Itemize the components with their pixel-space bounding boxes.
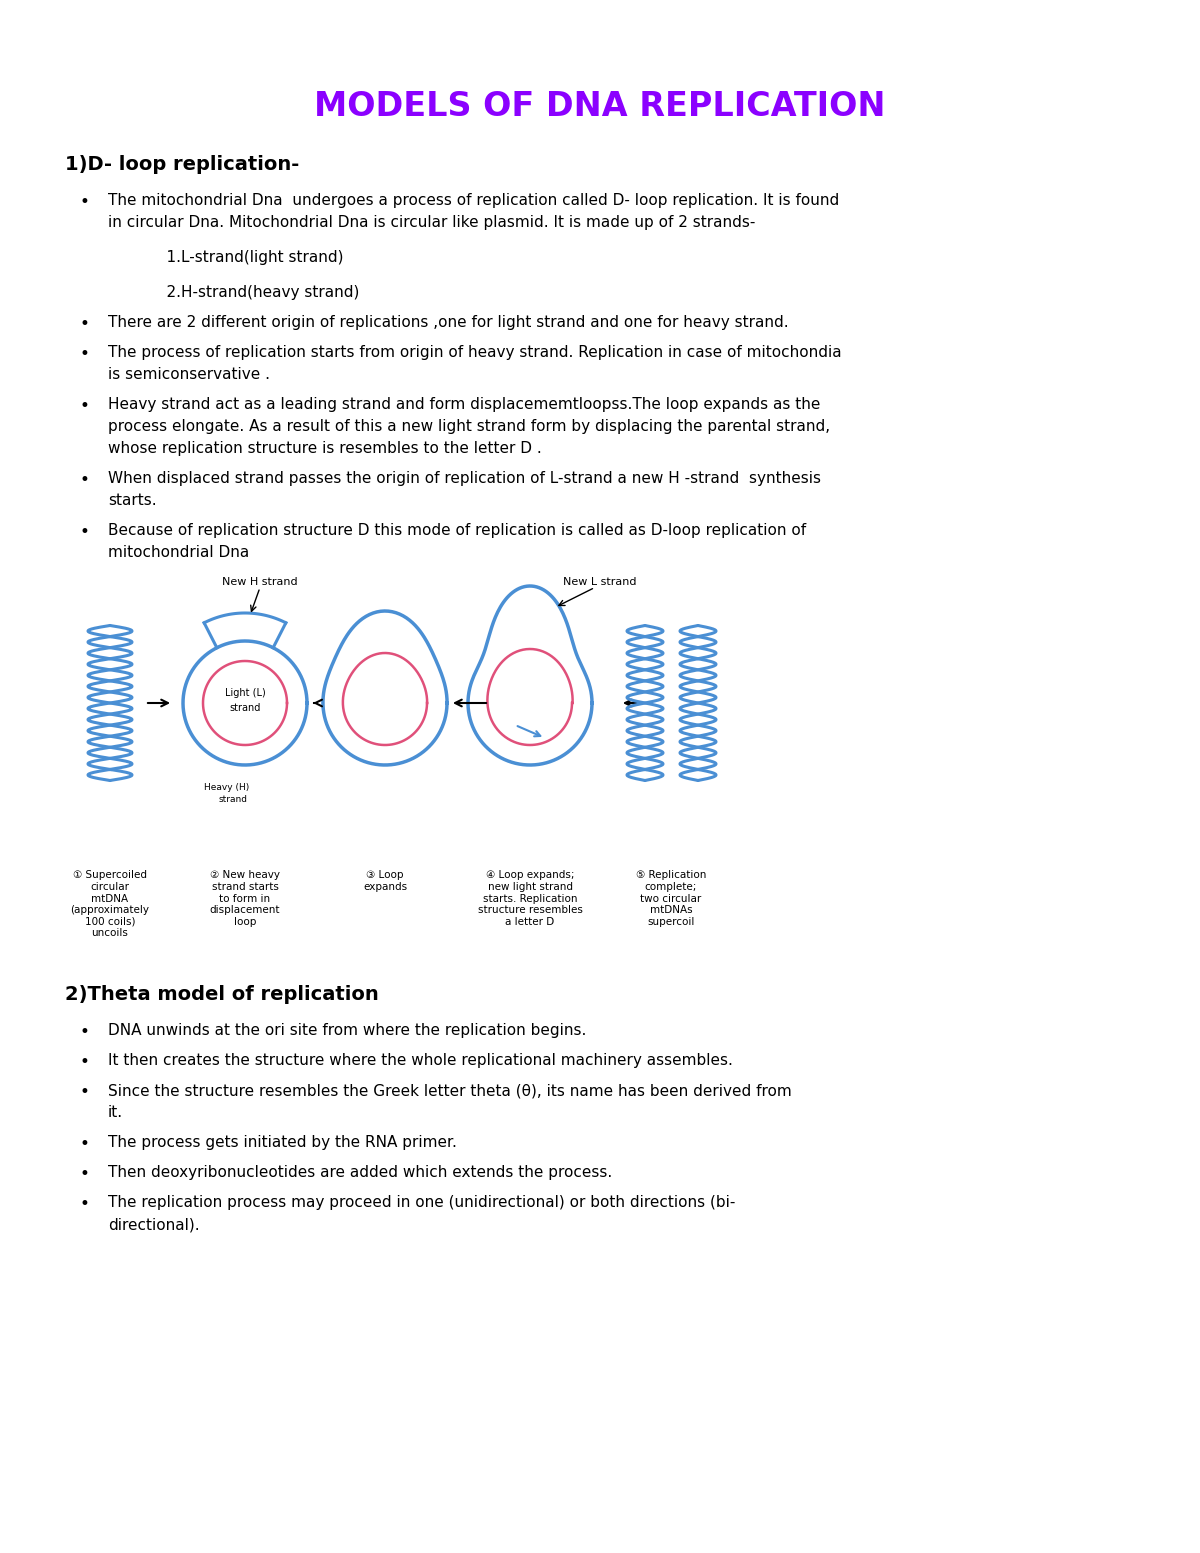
Text: •: • xyxy=(80,315,90,334)
Text: 1)D- loop replication-: 1)D- loop replication- xyxy=(65,155,299,174)
Text: •: • xyxy=(80,523,90,542)
Text: •: • xyxy=(80,1135,90,1154)
Text: New H strand: New H strand xyxy=(222,578,298,587)
Text: strand: strand xyxy=(229,704,260,713)
Text: When displaced strand passes the origin of replication of L-strand a new H -stra: When displaced strand passes the origin … xyxy=(108,472,821,486)
Text: •: • xyxy=(80,193,90,211)
Text: Light (L): Light (L) xyxy=(224,688,265,697)
Text: mitochondrial Dna: mitochondrial Dna xyxy=(108,545,250,561)
Text: ③ Loop
expands: ③ Loop expands xyxy=(362,870,407,891)
Text: It then creates the structure where the whole replicational machinery assembles.: It then creates the structure where the … xyxy=(108,1053,733,1068)
Text: in circular Dna. Mitochondrial Dna is circular like plasmid. It is made up of 2 : in circular Dna. Mitochondrial Dna is ci… xyxy=(108,214,755,230)
Text: The process of replication starts from origin of heavy strand. Replication in ca: The process of replication starts from o… xyxy=(108,345,841,360)
Text: 2)Theta model of replication: 2)Theta model of replication xyxy=(65,986,379,1005)
Text: whose replication structure is resembles to the letter D .: whose replication structure is resembles… xyxy=(108,441,541,457)
Text: •: • xyxy=(80,472,90,489)
Text: •: • xyxy=(80,1053,90,1072)
Text: Since the structure resembles the Greek letter theta (θ), its name has been deri: Since the structure resembles the Greek … xyxy=(108,1084,792,1098)
Text: ④ Loop expands;
new light strand
starts. Replication
structure resembles
a lette: ④ Loop expands; new light strand starts.… xyxy=(478,870,582,927)
Text: The process gets initiated by the RNA primer.: The process gets initiated by the RNA pr… xyxy=(108,1135,457,1151)
Text: 1.L-strand(light strand): 1.L-strand(light strand) xyxy=(108,250,343,266)
Text: Then deoxyribonucleotides are added which extends the process.: Then deoxyribonucleotides are added whic… xyxy=(108,1165,612,1180)
Text: is semiconservative .: is semiconservative . xyxy=(108,368,270,382)
Text: New L strand: New L strand xyxy=(563,578,637,587)
Text: The replication process may proceed in one (unidirectional) or both directions (: The replication process may proceed in o… xyxy=(108,1196,736,1210)
Text: The mitochondrial Dna  undergoes a process of replication called D- loop replica: The mitochondrial Dna undergoes a proces… xyxy=(108,193,839,208)
Text: Heavy (H): Heavy (H) xyxy=(204,783,250,792)
Text: •: • xyxy=(80,1165,90,1183)
Text: ⑤ Replication
complete;
two circular
mtDNAs
supercoil: ⑤ Replication complete; two circular mtD… xyxy=(636,870,706,927)
Text: There are 2 different origin of replications ,one for light strand and one for h: There are 2 different origin of replicat… xyxy=(108,315,788,331)
Text: DNA unwinds at the ori site from where the replication begins.: DNA unwinds at the ori site from where t… xyxy=(108,1023,587,1039)
Text: •: • xyxy=(80,345,90,363)
Text: •: • xyxy=(80,1084,90,1101)
Text: Heavy strand act as a leading strand and form displacememtloopss.The loop expand: Heavy strand act as a leading strand and… xyxy=(108,398,821,413)
Text: •: • xyxy=(80,1023,90,1042)
Text: Because of replication structure D this mode of replication is called as D-loop : Because of replication structure D this … xyxy=(108,523,806,539)
Text: •: • xyxy=(80,398,90,415)
Text: directional).: directional). xyxy=(108,1218,199,1233)
Text: MODELS OF DNA REPLICATION: MODELS OF DNA REPLICATION xyxy=(314,90,886,123)
Text: process elongate. As a result of this a new light strand form by displacing the : process elongate. As a result of this a … xyxy=(108,419,830,435)
Text: starts.: starts. xyxy=(108,494,157,508)
Text: 2.H-strand(heavy strand): 2.H-strand(heavy strand) xyxy=(108,286,359,300)
Text: ① Supercoiled
circular
mtDNA
(approximately
100 coils)
uncoils: ① Supercoiled circular mtDNA (approximat… xyxy=(71,870,150,938)
Text: it.: it. xyxy=(108,1106,124,1120)
Text: strand: strand xyxy=(218,795,247,804)
Text: •: • xyxy=(80,1196,90,1213)
Text: ② New heavy
strand starts
to form in
displacement
loop: ② New heavy strand starts to form in dis… xyxy=(210,870,281,927)
